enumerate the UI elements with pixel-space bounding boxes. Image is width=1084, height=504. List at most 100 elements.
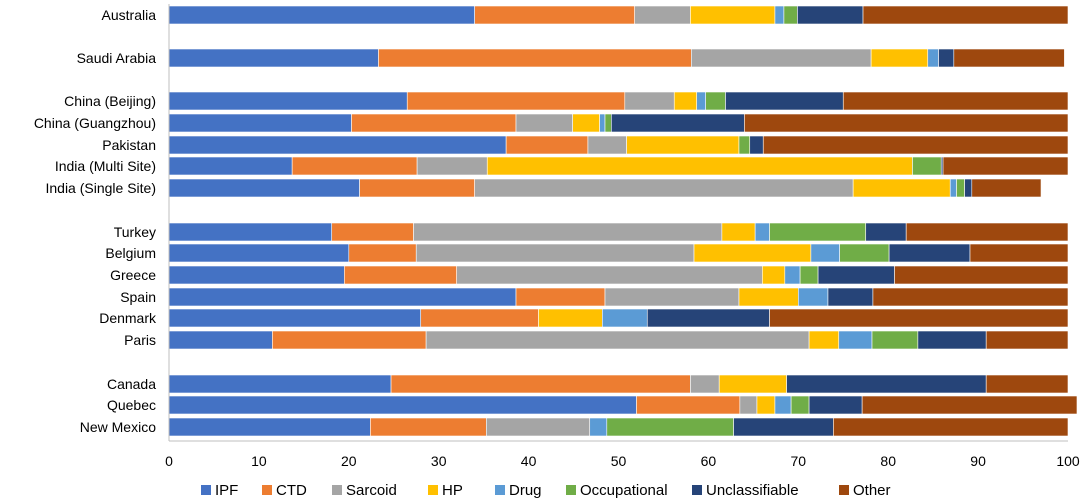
bar-segment-greece-occupational xyxy=(799,265,819,285)
bar-segment-denmark-ctd xyxy=(420,308,539,328)
x-tick-label-80: 80 xyxy=(880,453,896,469)
category-label-new-mexico: New Mexico xyxy=(80,419,156,435)
bar-segment-china-guangzhou-hp xyxy=(572,113,600,133)
bar-segment-saudi-arabia-other xyxy=(953,48,1065,68)
bar-segment-quebec-ipf xyxy=(168,395,637,415)
bar-segment-india-single-site-sarcoid xyxy=(474,178,854,198)
category-label-india-single-site: India (Single Site) xyxy=(45,180,156,196)
bar-segment-china-guangzhou-ctd xyxy=(351,113,517,133)
bar-segment-china-beijing-unclassifiable xyxy=(725,91,844,111)
category-label-paris: Paris xyxy=(124,332,156,348)
bar-segment-australia-sarcoid xyxy=(634,5,691,25)
category-label-pakistan: Pakistan xyxy=(102,137,156,153)
bar-segment-paris-ctd xyxy=(272,330,427,350)
bar-segment-pakistan-hp xyxy=(626,135,740,155)
bar-segment-belgium-occupational xyxy=(839,243,890,263)
bar-segment-spain-hp xyxy=(738,287,799,307)
legend-label-drug: Drug xyxy=(509,482,542,499)
bar-segment-quebec-occupational xyxy=(790,395,810,415)
bars-layer xyxy=(168,5,1078,437)
bar-segment-pakistan-ctd xyxy=(505,135,589,155)
bar-segment-australia-hp xyxy=(690,5,776,25)
category-label-greece: Greece xyxy=(110,267,156,283)
bar-segment-india-multi-site-ipf xyxy=(168,156,293,176)
bar-segment-india-single-site-unclassifiable xyxy=(964,178,973,198)
bar-segment-paris-drug xyxy=(838,330,873,350)
bar-segment-greece-hp xyxy=(762,265,786,285)
bar-segment-turkey-other xyxy=(905,222,1069,242)
bar-segment-canada-hp xyxy=(718,374,787,394)
bar-segment-china-beijing-sarcoid xyxy=(624,91,675,111)
bar-segment-belgium-hp xyxy=(693,243,812,263)
bar-segment-denmark-ipf xyxy=(168,308,422,328)
legend-swatch-unclassifiable xyxy=(692,485,702,495)
bar-segment-paris-hp xyxy=(808,330,840,350)
bar-segment-australia-ipf xyxy=(168,5,475,25)
bar-segment-china-beijing-hp xyxy=(673,91,698,111)
bar-segment-greece-other xyxy=(894,265,1069,285)
bar-segment-pakistan-unclassifiable xyxy=(749,135,764,155)
bar-segment-china-beijing-ipf xyxy=(168,91,408,111)
bar-segment-spain-other xyxy=(872,287,1069,307)
category-labels: Australia Saudi Arabia China (Beijing) Chin… xyxy=(34,7,157,435)
legend-swatch-occupational xyxy=(566,485,576,495)
category-label-spain: Spain xyxy=(120,289,156,305)
bar-segment-pakistan-occupational xyxy=(738,135,751,155)
legend-swatch-ipf xyxy=(201,485,211,495)
x-tick-label-30: 30 xyxy=(431,453,447,469)
bar-segment-belgium-other xyxy=(969,243,1069,263)
bar-segment-new-mexico-unclassifiable xyxy=(733,417,834,437)
bar-segment-new-mexico-ipf xyxy=(168,417,371,437)
bar-segment-india-multi-site-hp xyxy=(486,156,913,176)
bar-segment-turkey-ctd xyxy=(331,222,414,242)
bar-segment-india-multi-site-other xyxy=(942,156,1069,176)
bar-segment-india-single-site-ctd xyxy=(359,178,475,198)
bar-segment-quebec-drug xyxy=(774,395,792,415)
bar-segment-denmark-other xyxy=(769,308,1069,328)
legend-label-other: Other xyxy=(853,482,891,499)
bar-segment-india-multi-site-ctd xyxy=(291,156,418,176)
bar-segment-greece-unclassifiable xyxy=(817,265,895,285)
bar-segment-australia-occupational xyxy=(783,5,798,25)
bar-segment-belgium-ctd xyxy=(348,243,417,263)
bar-segment-canada-ctd xyxy=(390,374,691,394)
x-tick-label-50: 50 xyxy=(611,453,627,469)
bar-segment-india-multi-site-sarcoid xyxy=(416,156,488,176)
x-tick-label-60: 60 xyxy=(701,453,717,469)
bar-segment-paris-unclassifiable xyxy=(917,330,987,350)
bar-segment-australia-other xyxy=(862,5,1069,25)
bar-segment-australia-unclassifiable xyxy=(797,5,864,25)
x-tick-label-0: 0 xyxy=(165,453,173,469)
category-label-quebec: Quebec xyxy=(107,397,156,413)
bar-segment-india-single-site-drug xyxy=(949,178,957,198)
bar-segment-spain-ctd xyxy=(515,287,606,307)
bar-segment-canada-unclassifiable xyxy=(786,374,987,394)
category-label-india-multi-site: India (Multi Site) xyxy=(55,158,156,174)
bar-segment-canada-other xyxy=(985,374,1069,394)
bar-segment-belgium-unclassifiable xyxy=(888,243,971,263)
bar-segment-saudi-arabia-drug xyxy=(927,48,939,68)
bar-segment-belgium-drug xyxy=(810,243,840,263)
category-label-belgium: Belgium xyxy=(105,245,156,261)
bar-segment-belgium-sarcoid xyxy=(415,243,695,263)
bar-segment-pakistan-ipf xyxy=(168,135,507,155)
bar-segment-greece-ipf xyxy=(168,265,345,285)
bar-segment-canada-sarcoid xyxy=(690,374,720,394)
x-tick-label-40: 40 xyxy=(521,453,537,469)
bar-segment-turkey-hp xyxy=(721,222,756,242)
legend-label-unclassifiable: Unclassifiable xyxy=(706,482,799,499)
bar-segment-india-single-site-other xyxy=(971,178,1042,198)
bar-segment-saudi-arabia-sarcoid xyxy=(691,48,872,68)
bar-segment-spain-sarcoid xyxy=(604,287,740,307)
bar-segment-greece-drug xyxy=(784,265,801,285)
bar-segment-new-mexico-other xyxy=(833,417,1069,437)
legend-label-hp: HP xyxy=(442,482,463,499)
legend-label-sarcoid: Sarcoid xyxy=(346,482,397,499)
bar-segment-turkey-occupational xyxy=(769,222,867,242)
bar-segment-paris-ipf xyxy=(168,330,273,350)
bar-segment-new-mexico-occupational xyxy=(606,417,734,437)
legend-swatch-other xyxy=(839,485,849,495)
bar-segment-saudi-arabia-ipf xyxy=(168,48,379,68)
bar-segment-new-mexico-ctd xyxy=(370,417,487,437)
